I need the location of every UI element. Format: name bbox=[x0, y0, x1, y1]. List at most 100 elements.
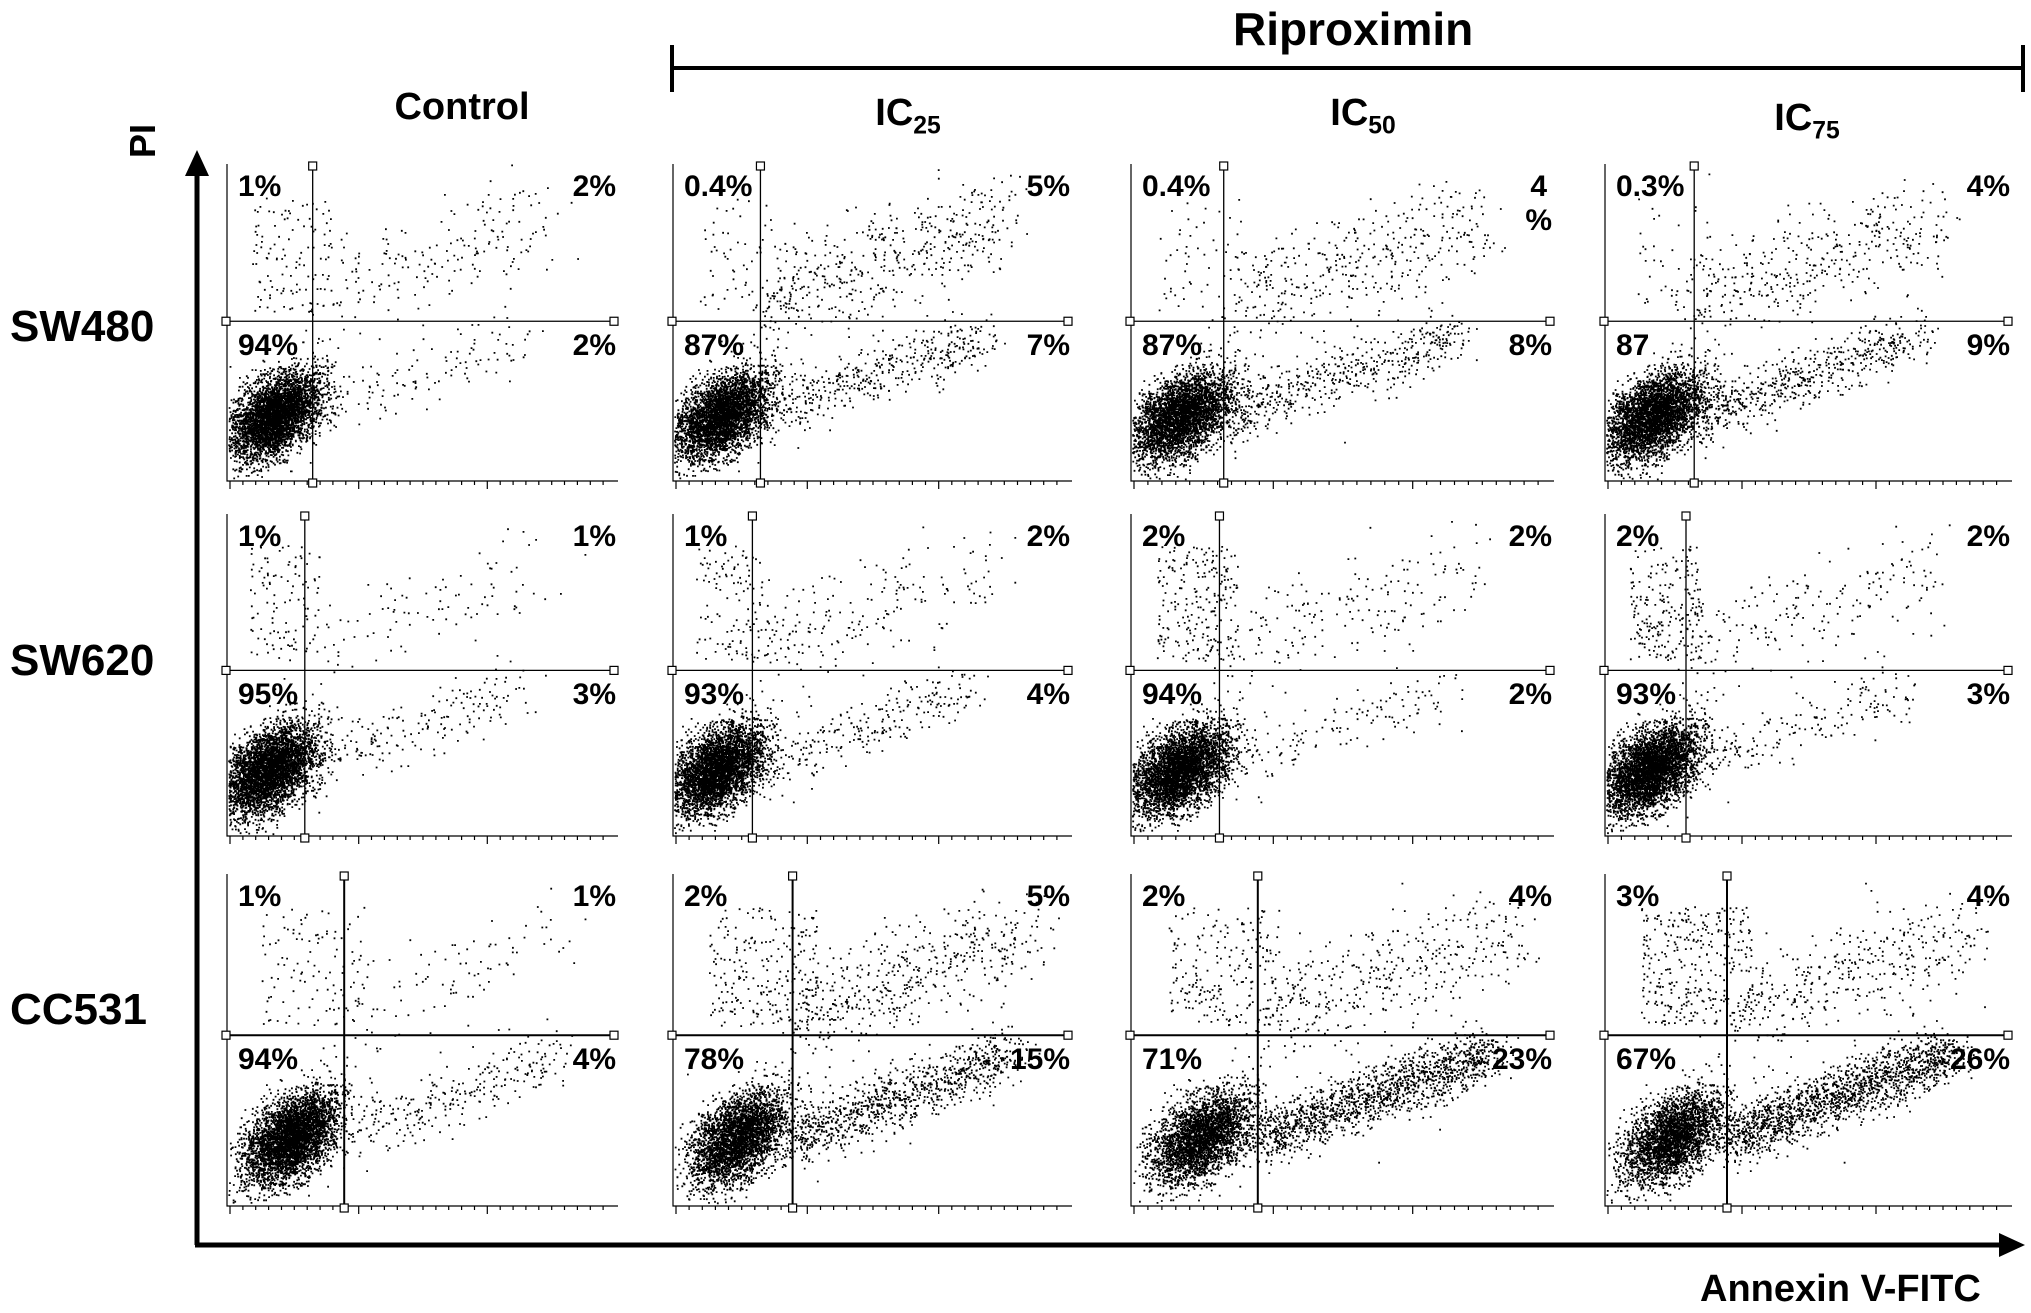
quadrant-label-lower-left: 67% bbox=[1616, 1043, 1677, 1077]
quadrant-label-lower-right: 3% bbox=[1966, 678, 2010, 712]
gate-handle bbox=[1214, 833, 1225, 843]
gate-handle bbox=[1253, 871, 1263, 881]
column-title-ic75: IC75 bbox=[1774, 97, 1840, 145]
event-dots bbox=[674, 885, 1060, 1205]
quadrant-label-lower-left: 93% bbox=[1616, 678, 1677, 712]
quadrant-label-lower-left: 94% bbox=[238, 1043, 299, 1077]
gate-handle bbox=[308, 478, 318, 488]
quadrant-label-upper-left: 1% bbox=[238, 520, 282, 553]
gate-handle bbox=[339, 1203, 349, 1213]
gate-handle bbox=[221, 1030, 231, 1040]
scatter-panel-sw620-ic25 bbox=[667, 511, 1073, 844]
panel-axes bbox=[226, 514, 618, 844]
event-dots bbox=[1133, 882, 1540, 1204]
quadrant-gate bbox=[1604, 166, 2008, 485]
gate-handle bbox=[609, 316, 619, 326]
quadrant-label-upper-left: 0.4% bbox=[684, 170, 753, 203]
gate-handle bbox=[1689, 161, 1699, 171]
quadrant-label-lower-right: 4% bbox=[572, 1043, 616, 1077]
quadrant-label-lower-left: 93% bbox=[684, 678, 745, 712]
event-dots bbox=[674, 526, 1017, 835]
scatter-panel-cc531-ic75 bbox=[1599, 871, 2013, 1214]
scatter-panel-sw620-control bbox=[221, 511, 619, 844]
gate-handle bbox=[1689, 478, 1699, 488]
scatter-panel-sw480-ic50 bbox=[1125, 161, 1555, 489]
panel-axes bbox=[1604, 514, 2012, 844]
quadrant-label-lower-right: 2% bbox=[572, 329, 616, 363]
gate-handle bbox=[2003, 316, 2013, 326]
event-dots bbox=[228, 887, 587, 1204]
event-dots bbox=[228, 528, 587, 836]
quadrant-label-lower-left: 71% bbox=[1142, 1043, 1203, 1077]
quadrant-label-upper-right: 2% bbox=[1026, 520, 1070, 553]
event-dots bbox=[1606, 173, 1961, 481]
quadrant-label-upper-left: 2% bbox=[1616, 520, 1660, 553]
quadrant-label-upper-left: 1% bbox=[238, 170, 282, 203]
quadrant-label-upper-right: 4 % bbox=[1525, 170, 1552, 237]
event-dots bbox=[1132, 521, 1491, 833]
gate-handle bbox=[609, 665, 619, 675]
quadrant-label-upper-right: 5% bbox=[1026, 170, 1070, 203]
scatter-panel-cc531-control bbox=[221, 871, 619, 1214]
gate-handle bbox=[221, 316, 231, 326]
column-title-ic50: IC50 bbox=[1330, 92, 1396, 140]
quadrant-label-lower-right: 2% bbox=[1508, 678, 1552, 712]
y-axis-arrowhead bbox=[185, 150, 209, 176]
quadrant-label-upper-left: 2% bbox=[684, 880, 728, 913]
gate-handle bbox=[1599, 316, 1609, 326]
quadrant-label-upper-right: 5% bbox=[1026, 880, 1070, 913]
gate-handle bbox=[1253, 1203, 1263, 1213]
quadrant-label-upper-right: 4% bbox=[1966, 880, 2010, 913]
gate-handle bbox=[300, 511, 310, 521]
row-title-sw480: SW480 bbox=[10, 302, 155, 351]
scatter-panel-sw620-ic75 bbox=[1599, 511, 2013, 844]
quadrant-gate bbox=[226, 166, 614, 485]
column-title-ic25: IC25 bbox=[875, 92, 941, 140]
quadrant-label-lower-right: 26% bbox=[1949, 1043, 2010, 1077]
scatter-panel-cc531-ic50 bbox=[1125, 871, 1555, 1214]
gate-handle bbox=[2003, 665, 2013, 675]
quadrant-label-lower-left: 95% bbox=[238, 678, 299, 712]
scatter-panel-sw480-ic75 bbox=[1599, 161, 2013, 489]
panel-axes bbox=[672, 514, 1072, 844]
x-axis-arrowhead bbox=[1999, 1233, 2025, 1257]
quadrant-gate bbox=[1130, 876, 1550, 1210]
gate-handle bbox=[755, 478, 766, 488]
quadrant-label-upper-right: 1% bbox=[572, 880, 616, 913]
quadrant-label-upper-left: 1% bbox=[684, 520, 728, 553]
gate-handle bbox=[755, 161, 766, 171]
event-dots bbox=[1606, 882, 1990, 1204]
gate-handle bbox=[787, 871, 798, 881]
gate-handle bbox=[787, 1203, 798, 1213]
quadrant-label-upper-left: 2% bbox=[1142, 880, 1186, 913]
quadrant-label-lower-right: 7% bbox=[1026, 329, 1070, 363]
quadrant-label-lower-right: 9% bbox=[1966, 329, 2010, 363]
gate-handle bbox=[747, 511, 758, 521]
gate-handle bbox=[1214, 511, 1225, 521]
gate-handle bbox=[1063, 665, 1073, 675]
panel-axes bbox=[226, 164, 618, 489]
quadrant-label-lower-left: 78% bbox=[684, 1043, 745, 1077]
gate-handle bbox=[1063, 316, 1073, 326]
gate-handle bbox=[221, 665, 231, 675]
gate-handle bbox=[1545, 665, 1555, 675]
gate-handle bbox=[1219, 478, 1229, 488]
quadrant-label-lower-right: 23% bbox=[1491, 1043, 1552, 1077]
scatter-panel-cc531-ic25 bbox=[667, 871, 1073, 1214]
scatter-panel-sw620-ic50 bbox=[1125, 511, 1555, 844]
quadrant-label-upper-left: 2% bbox=[1142, 520, 1186, 553]
quadrant-label-lower-left: 87 bbox=[1616, 329, 1650, 363]
quadrant-label-lower-left: 87% bbox=[1142, 329, 1203, 363]
gate-handle bbox=[1599, 1030, 1609, 1040]
gate-handle bbox=[1545, 316, 1555, 326]
quadrant-label-upper-right: 2% bbox=[1508, 520, 1552, 553]
quadrant-gate bbox=[672, 516, 1068, 840]
row-title-sw620: SW620 bbox=[10, 636, 155, 685]
panel-axes bbox=[672, 164, 1072, 489]
quadrant-gate bbox=[1604, 516, 2008, 840]
event-dots bbox=[1132, 181, 1506, 481]
quadrant-label-upper-right: 4% bbox=[1508, 880, 1552, 913]
column-title-control: Control bbox=[394, 86, 530, 128]
event-dots bbox=[674, 169, 1028, 480]
